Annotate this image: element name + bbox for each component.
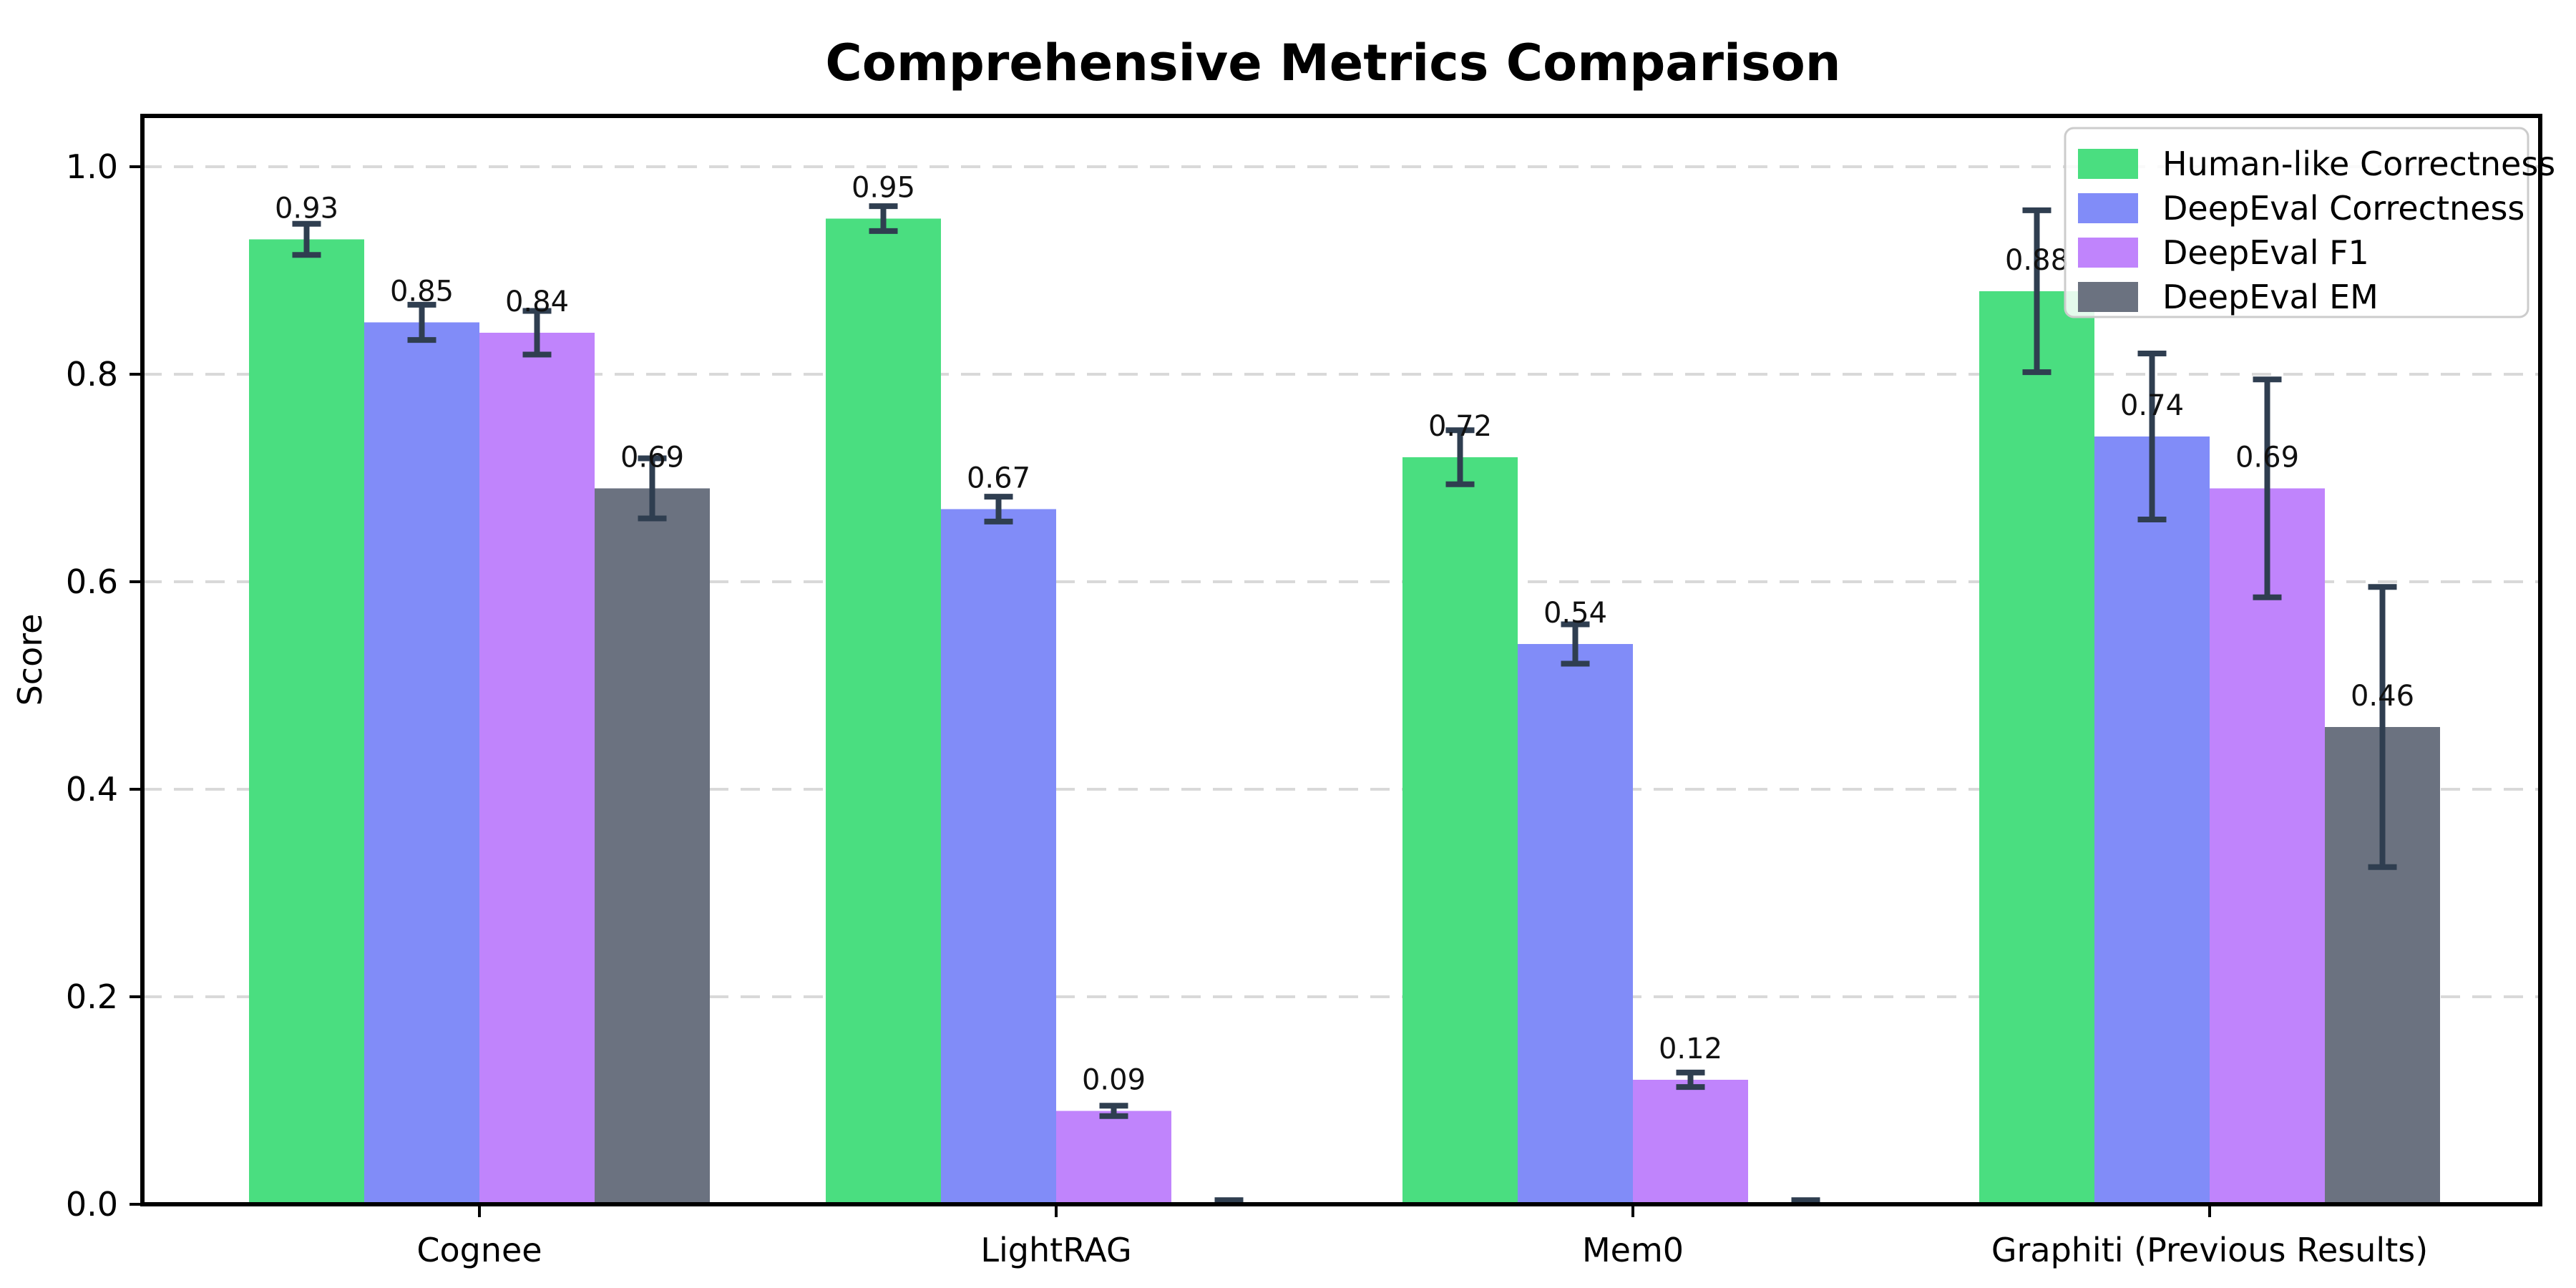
bar (826, 218, 941, 1204)
value-labels-layer: 0.93 0.95 0.72 0.88 0.85 0.67 0.54 0.74 0.84 0.09… (275, 172, 2414, 1097)
bar-value-label: 0.85 (390, 275, 454, 308)
bar-value-label: 0.93 (275, 192, 338, 225)
bar (249, 239, 364, 1204)
ticks-layer: 0.0 0.2 0.4 0.6 0.8 1.0 Cognee LightRAG Mem0 Grap… (66, 147, 2428, 1269)
bar-value-label: 0.67 (967, 462, 1030, 495)
y-axis-label: Score (11, 614, 49, 706)
x-tick-label: Graphiti (Previous Results) (1991, 1231, 2428, 1269)
bar (1518, 644, 1633, 1204)
bar-value-label: 0.88 (2005, 244, 2069, 277)
bar-value-label: 0.95 (852, 172, 915, 205)
chart-title: Comprehensive Metrics Comparison (825, 34, 1840, 92)
legend-label: DeepEval F1 (2162, 233, 2369, 272)
bar-value-label: 0.84 (505, 286, 569, 318)
bar (364, 322, 479, 1204)
bar-value-label: 0.69 (620, 441, 684, 474)
x-tick-label: LightRAG (980, 1231, 1131, 1269)
plot-border (140, 114, 2542, 1206)
legend-label: Human-like Correctness (2162, 145, 2555, 183)
bar (1979, 291, 2094, 1204)
bar (479, 333, 595, 1204)
bar (2210, 488, 2325, 1204)
bar-value-label: 0.74 (2120, 389, 2184, 422)
bar (595, 488, 710, 1204)
bar (1056, 1111, 1171, 1204)
x-tick-label: Cognee (416, 1231, 542, 1269)
bar (1633, 1080, 1748, 1204)
y-tick-label: 0.6 (66, 562, 118, 601)
bar-value-label: 0.12 (1659, 1033, 1722, 1065)
legend: Human-like Correctness DeepEval Correctne… (2064, 127, 2555, 318)
bar-value-label: 0.69 (2235, 441, 2299, 474)
y-tick-label: 1.0 (66, 147, 118, 186)
bar-value-label: 0.72 (1428, 410, 1492, 443)
y-tick-label: 0.0 (66, 1185, 118, 1224)
legend-swatch (2078, 238, 2138, 268)
bar (2094, 436, 2210, 1204)
bar (1402, 457, 1518, 1204)
legend-swatch (2078, 282, 2138, 312)
axes-layer (140, 114, 2542, 1206)
legend-label: DeepEval EM (2162, 278, 2379, 316)
legend-box (2064, 127, 2529, 318)
error-bars-layer (292, 203, 2397, 1204)
y-tick-label: 0.2 (66, 977, 118, 1016)
y-tick-label: 0.4 (66, 770, 118, 809)
bar-value-label: 0.46 (2351, 680, 2414, 713)
y-tick-label: 0.8 (66, 355, 118, 394)
legend-label: DeepEval Correctness (2162, 189, 2524, 228)
legend-swatch (2078, 193, 2138, 223)
bars-layer (249, 218, 2440, 1204)
bar-value-label: 0.54 (1543, 597, 1607, 630)
legend-swatch (2078, 149, 2138, 179)
bar (941, 509, 1056, 1204)
bar-value-label: 0.09 (1082, 1064, 1146, 1097)
x-tick-label: Mem0 (1582, 1231, 1684, 1269)
